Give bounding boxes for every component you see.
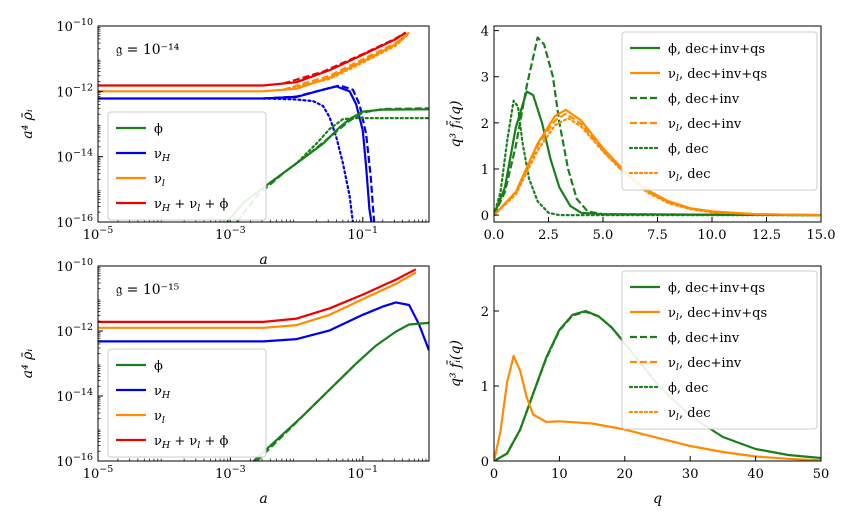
p1-y-tick-label: 10−16 [56,213,93,231]
p2-line-green-dotted [494,99,821,217]
p2-legend-box [621,31,818,191]
p1-x-tick-label: 10−5 [83,225,114,243]
p2-legend-label: ϕ, dec [668,142,708,157]
p1-y-axis-label: a⁴ ρ̄ᵢ [20,109,36,139]
p2-legend-label: νl​, dec+inv+qs [668,67,767,84]
p2-x-tick-label: 2.5 [538,228,559,243]
p1-y-tick-label: 10−12 [56,82,93,100]
p3-legend-label: νl​ [154,409,165,426]
p3-line-orange-solid [98,271,417,329]
p1-legend-label: νl​ [154,172,165,189]
p1-line-orange-dotted [282,32,411,91]
p2-line-orange-dashed [494,112,821,217]
p3-line-green-dashed [256,362,357,461]
p2-y-tick-label: 1 [481,163,489,178]
p4-x-tick-label: 40 [747,467,764,482]
p3-legend-box [107,348,267,458]
p4-y-tick-label: 0 [481,455,489,470]
p3-x-axis-label: a [259,491,267,507]
p1-line-green-dotted [269,117,429,184]
p1-legend-label: νH​ + νl​ + ϕ [154,197,228,214]
p3-y-tick-label: 10−14 [56,387,93,405]
p4-x-tick-label: 10 [551,467,568,482]
p3-legend-label: ϕ [154,359,163,374]
p4-x-tick-label: 30 [682,467,699,482]
p2-y-tick-label: 3 [481,71,489,86]
p4-legend-label: νl​, dec [668,406,711,423]
p1-x-tick-label: 10−3 [215,225,246,243]
p2-x-tick-label: 12.5 [752,228,781,243]
p3-coupling-annotation: 𝔤 = 10⁻¹⁵ [116,282,180,298]
p2-y-axis-label: q³ f̄ᵢ(q) [446,101,464,148]
p3-line-blue-solid [98,301,429,351]
p2-line-orange-dotted [494,117,821,217]
p1-legend: ϕ νH​ νl​ νH​ + νl​ + ϕ [107,111,267,221]
p4-line-orange-solid [494,354,821,461]
p1-legend-label: νH​ [154,147,171,164]
p2-y-tick-label: 4 [481,25,489,40]
p4-legend-label: νl​, dec+inv+qs [668,306,767,323]
p2-x-tick-label: 15.0 [807,228,836,243]
p1-coupling-annotation: 𝔤 = 10⁻¹⁴ [116,42,180,58]
p3-legend-label: νH​ + νl​ + ϕ [154,434,228,451]
p2-legend-label: ϕ, dec+inv [668,92,740,107]
p4-x-axis-label: q [653,491,662,507]
p2-legend: ϕ, dec+inv+qs νl​, dec+inv+qs ϕ, dec+inv νl… [621,31,818,191]
p4-y-tick-label: 1 [481,380,489,395]
p2-x-tick-label: 7.5 [647,228,668,243]
p3-series-group [98,268,429,461]
p1-y-tick-label: 10−10 [56,17,93,35]
p3-line-red-solid [98,268,417,323]
panel-p4: 0 10 20 30 40 50 0 1 2 q q³ f̄ᵢ(q) ϕ, dec+inv+qs νl​… [446,265,830,507]
p4-legend-label: ϕ, dec+inv+qs [668,281,765,296]
p3-y-axis-label: a⁴ ρ̄ᵢ [20,349,36,379]
p2-legend-label: ϕ, dec+inv+qs [668,42,765,57]
panel-p3: 10−5 10−3 10−1 10−16 10−14 10−12 10−10 a a⁴ ρ̄ᵢ 𝔤… [20,257,430,507]
p2-series-group [494,36,821,217]
p1-line-orange-dashed [283,31,410,91]
p1-axes-frame [97,25,430,223]
p3-axes-frame [97,265,430,462]
p2-legend-label: νl​, dec [668,167,711,184]
p3-y-tick-label: 10−16 [56,452,93,470]
p1-line-blue-dashed [263,84,376,222]
p2-x-tick-label: 5.0 [593,228,614,243]
p4-axes-frame [493,265,822,462]
p3-legend: ϕ νH​ νl​ νH​ + νl​ + ϕ [107,348,267,458]
p4-y-tick-label: 2 [481,305,489,320]
p3-x-tick-label: 10−1 [348,464,379,482]
p2-line-green-dashed [494,36,821,217]
p1-x-tick-label: 10−1 [348,225,379,243]
p4-x-tick-label: 50 [813,467,830,482]
p1-line-blue-dotted [262,97,354,222]
p2-y-tick-label: 0 [481,209,489,224]
p2-line-green-solid [494,90,821,217]
p4-legend-label: ϕ, dec+inv [668,331,740,346]
p1-legend-label: ϕ [154,122,163,137]
p3-legend-label: νH​ [154,384,171,401]
p3-x-tick-label: 10−5 [83,464,114,482]
p1-x-axis-label: a [259,252,267,268]
p4-legend: ϕ, dec+inv+qs νl​, dec+inv+qs ϕ, dec+inv νl… [621,270,818,430]
p1-legend-box [107,111,267,221]
p3-y-tick-label: 10−10 [56,257,93,275]
p3-x-tick-label: 10−3 [215,464,246,482]
p2-x-tick-label: 10.0 [698,228,727,243]
p2-legend-label: νl​, dec+inv [668,117,742,134]
panel-p2: 0.0 2.5 5.0 7.5 10.0 12.5 15.0 0 1 2 3 4 q³ f̄ᵢ(q) ϕ,… [446,25,836,243]
p4-x-tick-label: 0 [490,467,498,482]
p1-y-tick-label: 10−14 [56,148,93,166]
p2-y-tick-label: 2 [481,117,489,132]
p4-legend-label: νl​, dec+inv [668,356,742,373]
p4-legend-label: ϕ, dec [668,381,708,396]
p1-line-red-dashed [283,31,407,85]
p3-y-tick-label: 10−12 [56,322,93,340]
p4-y-axis-label: q³ f̄ᵢ(q) [446,340,464,387]
p2-x-tick-label: 0.0 [484,228,505,243]
panel-p1: 10−5 10−3 10−1 10−16 10−14 10−12 10−10 a a⁴ ρ̄ᵢ 𝔤… [20,17,430,268]
p4-legend-box [621,270,818,430]
p4-x-tick-label: 20 [617,467,634,482]
